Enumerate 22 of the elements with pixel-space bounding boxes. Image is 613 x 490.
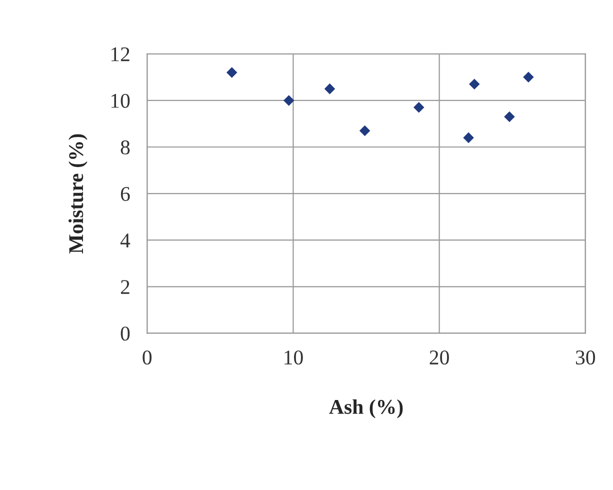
y-tick-label: 2 (120, 280, 130, 294)
x-tick-label: 30 (576, 350, 596, 365)
x-tick-label: 0 (142, 350, 152, 365)
y-tick-label: 0 (120, 326, 130, 341)
y-tick-label: 8 (120, 140, 130, 154)
point (283, 95, 294, 106)
point (469, 78, 480, 90)
point (226, 67, 238, 78)
point (413, 102, 424, 113)
point (504, 111, 515, 122)
point (324, 83, 336, 94)
x-tick-label: 20 (430, 350, 449, 365)
y-tick-label: 4 (120, 234, 130, 248)
point (359, 125, 370, 136)
point (463, 132, 474, 144)
y-tick-label: 6 (120, 186, 130, 201)
y-axis-title: Moisture (%) (68, 134, 88, 254)
point (523, 72, 534, 83)
y-tick-label: 10 (111, 94, 130, 108)
x-tick-label: 10 (284, 350, 303, 365)
y-tick-label: 12 (111, 47, 130, 62)
x-axis-title: Ash (%) (329, 399, 403, 418)
